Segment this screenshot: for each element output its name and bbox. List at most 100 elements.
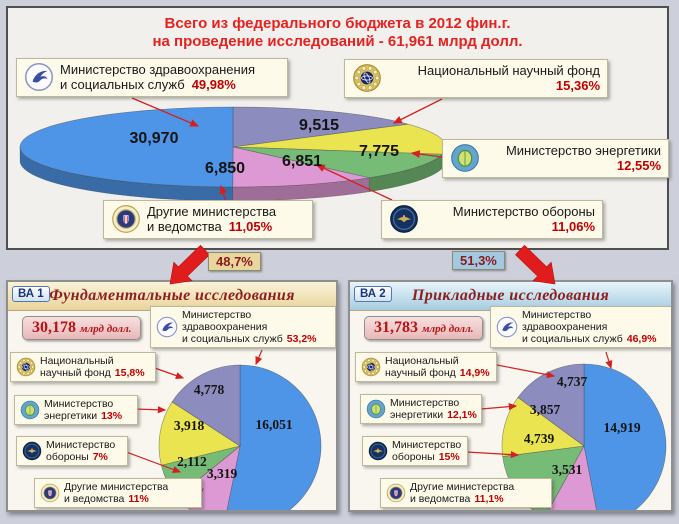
slice-value-other: 6,850 [204,160,246,177]
slide-title: Всего из федерального бюджета в 2012 фин… [8,15,667,51]
slice-value-dod: 2,112 [177,454,207,469]
percent-value: 15% [438,451,460,464]
arrow-hhs-slice [131,97,200,127]
doe-seal-icon [366,399,386,419]
callout-other: Другие министерства и ведомства 11,05% [103,200,313,239]
callout-hhs: Министерство здравоохранения и социальны… [16,58,288,97]
doj-seal-icon [40,483,60,503]
percent-value: 11,05% [228,219,273,235]
applied-title: Прикладные исследования [411,287,610,304]
agency-name: Национальный научный фонд [417,63,600,78]
slice-value-dod: 6,851 [281,153,323,170]
agency-name: и ведомства [147,219,222,235]
agency-name: Другие министерства [410,481,515,493]
callout-dod: Министерство обороны 15% [362,436,468,467]
share-badge-applied: 51,3% [452,251,505,270]
hhs-seal-icon [24,62,54,92]
fundamental-panel: ВА 1 Фундаментальные исследования 30,178… [6,280,338,512]
amount-value: 30,178 [32,319,76,336]
agency-name: Министерство [522,309,592,321]
dod-seal-icon [22,441,42,461]
callout-doe: Министерство энергетики 13% [14,395,138,426]
percent-value: 12,1% [447,409,477,422]
fundamental-amount-badge: 30,178 млрд долл. [22,316,142,340]
hhs-seal-icon [156,316,178,338]
callout-other: Другие министерства и ведомства 11,1% [380,478,552,509]
doe-seal-icon [20,400,40,420]
total-pie-chart [19,97,447,203]
agency-name: Министерство обороны [452,204,595,219]
slice-value-dod: 4,739 [523,431,555,446]
agency-name: Национальный [40,355,114,367]
agency-name: обороны [46,451,89,464]
arrow-dod-slice [466,450,520,459]
agency-name: обороны [392,451,435,464]
dod-seal-icon [368,441,388,461]
percent-value: 15,8% [114,367,145,380]
nsf-seal-icon [16,357,36,377]
slice-value-hhs: 16,051 [255,417,293,432]
percent-value: 13% [101,410,123,423]
amount-unit: млрд долл. [422,323,474,335]
fundamental-title: Фундаментальные исследования [49,287,295,304]
agency-name: Другие министерства [64,481,169,493]
slide-title-line2: на проведение исследований - 61,961 млрд… [152,33,523,50]
agency-name: научный фонд [40,367,111,380]
arrow-other-slice [219,184,228,203]
dod-seal-icon [389,204,419,234]
callout-hhs: Министерство здравоохранения и социальны… [490,306,671,349]
callout-hhs: Министерство здравоохранения и социальны… [150,306,336,349]
callout-doe: Министерство энергетики 12,55% [442,139,669,178]
percent-value: 49,98% [191,77,236,93]
agency-name: энергетики [44,410,98,423]
share-badge-fundamental: 48,7% [208,252,261,271]
callout-nsf: Национальный научный фонд 15,36% [344,59,608,98]
doe-seal-icon [450,143,480,173]
slice-value-nsf: 4,778 [193,382,225,397]
agency-name: Министерство здравоохранения [60,62,255,77]
nsf-seal-icon [361,357,381,377]
applied-amount-badge: 31,783 млрд долл. [364,316,484,340]
agency-name: энергетики [390,409,444,422]
amount-value: 31,783 [374,319,418,336]
callout-other: Другие министерства и ведомства 11% [34,478,202,509]
slice-value-other: 3,319 [206,466,238,481]
agency-name: Министерство энергетики [505,143,661,158]
arrow-dod-slice [120,449,182,473]
percent-value: 7% [92,451,108,464]
agency-name: Министерство [44,398,114,410]
callout-nsf: Национальный научный фонд 14,9% [355,352,497,383]
agency-name: Министерство [390,397,460,409]
agency-name: Другие министерства [147,204,277,219]
agency-name: научный фонд [385,367,456,380]
slice-value-doe: 7,775 [358,143,400,160]
slice-value-nsf: 4,737 [556,374,588,389]
percent-value: 46,9% [626,333,657,346]
agency-name: Министерство [392,439,462,451]
percent-value: 11,1% [474,493,504,506]
agency-name: и социальных служб [60,77,185,93]
slice-value-doe: 3,918 [173,418,205,433]
callout-dod: Министерство обороны 11,06% [381,200,603,239]
callout-nsf: Национальный научный фонд 15,8% [10,352,156,383]
amount-unit: млрд долл. [80,323,132,335]
applied-panel: ВА 2 Прикладные исследования 31,783 млрд… [348,280,673,512]
slice-value-doe: 3,857 [529,402,561,417]
arrow-nsf-slice [496,364,556,379]
arrow-nsf-slice [392,98,443,124]
agency-name: Министерство [46,439,116,451]
arrow-doe-slice [480,403,518,411]
percent-value: 12,55% [616,158,661,174]
arrow-hhs-slice [255,349,263,366]
callout-doe: Министерство энергетики 12,1% [360,394,482,425]
agency-name: здравоохранения [182,321,268,334]
ba2-badge: ВА 2 [354,286,392,302]
arrow-dod-slice [315,164,393,201]
agency-name: и социальных служб [522,333,623,346]
arrow-doe-slice [410,150,443,158]
ba1-badge: ВА 1 [12,286,50,302]
slice-value-nsf: 9,515 [298,117,340,134]
agency-name: Национальный [385,355,459,367]
slide-title-line1: Всего из федерального бюджета в 2012 фин… [164,15,511,32]
